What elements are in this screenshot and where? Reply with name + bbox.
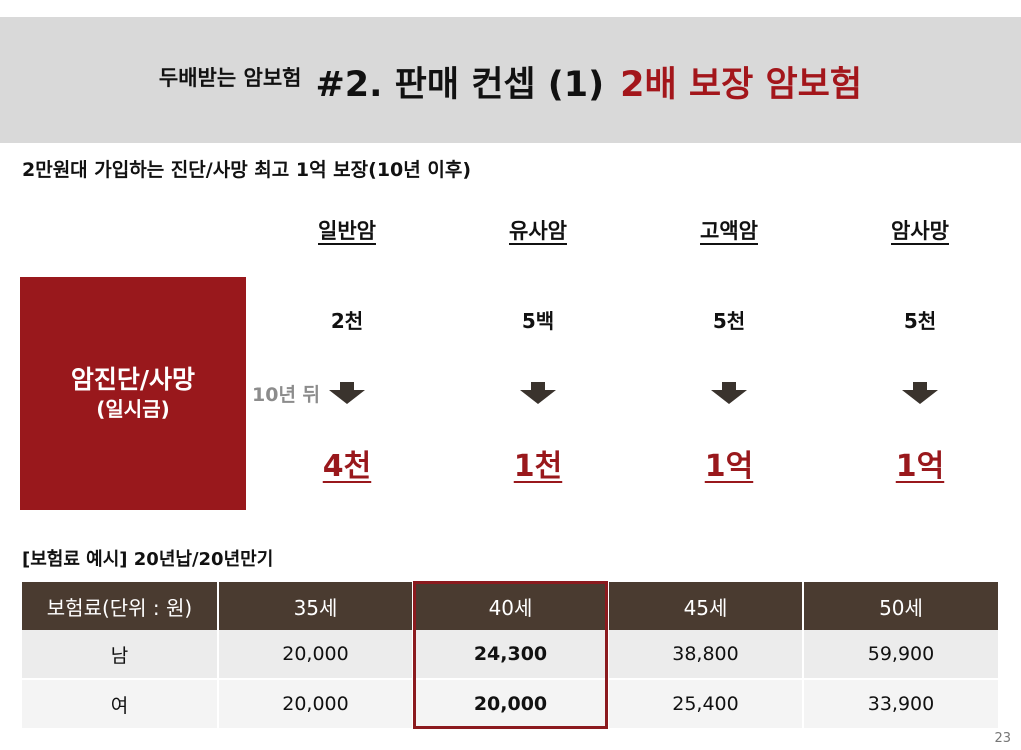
down-arrow-icon	[329, 382, 365, 404]
row-label-male: 남	[22, 630, 218, 680]
table-cell: 20,000	[217, 630, 413, 680]
header-cell-age-35: 35세	[217, 582, 413, 630]
header-cell-unit: 보험료(단위 : 원)	[22, 582, 218, 630]
header-cell-age-45: 45세	[607, 582, 803, 630]
amount-before-cancer-death: 5천	[903, 309, 937, 333]
subtitle: 2만원대 가입하는 진단/사망 최고 1억 보장(10년 이후)	[22, 159, 471, 181]
table-row-female: 여 20,000 20,000 25,400 33,900	[22, 679, 998, 728]
header-cell-age-40: 40세	[412, 582, 608, 630]
header-cell-age-50: 50세	[802, 582, 998, 630]
table-cell: 59,900	[802, 630, 998, 680]
amount-before-general-cancer: 2천	[330, 309, 364, 333]
amount-after-general-cancer: 4천	[322, 449, 372, 484]
column-header-high-cost-cancer: 고액암	[700, 219, 758, 243]
table-row-male: 남 20,000 24,300 38,800 59,900	[22, 630, 998, 680]
concept-title: 2배 보장 암보험	[620, 64, 863, 105]
table-cell-highlighted: 24,300	[412, 630, 608, 680]
premium-table: 보험료(단위 : 원) 35세 40세 45세 50세 남 20,000 24,…	[22, 582, 998, 728]
section-title: #2. 판매 컨셉 (1)	[315, 64, 605, 105]
row-label-female: 여	[22, 679, 218, 728]
table-cell: 20,000	[217, 679, 413, 728]
table-header-row: 보험료(단위 : 원) 35세 40세 45세 50세	[22, 582, 998, 630]
down-arrow-icon	[902, 382, 938, 404]
title-band: 두배받는 암보험 #2. 판매 컨셉 (1) 2배 보장 암보험	[0, 17, 1021, 143]
amount-before-high-cost-cancer: 5천	[712, 309, 746, 333]
premium-table-title: [보험료 예시] 20년납/20년만기	[22, 549, 274, 570]
amount-after-high-cost-cancer: 1억	[704, 449, 754, 484]
column-header-minor-cancer: 유사암	[509, 219, 567, 243]
down-arrow-icon	[520, 382, 556, 404]
title-row: 두배받는 암보험 #2. 판매 컨셉 (1) 2배 보장 암보험	[0, 17, 1021, 143]
amount-before-minor-cancer: 5백	[521, 309, 555, 333]
down-arrow-icon	[711, 382, 747, 404]
amount-after-cancer-death: 1억	[895, 449, 945, 484]
table-cell: 25,400	[607, 679, 803, 728]
table-cell-highlighted: 20,000	[412, 679, 608, 728]
table-cell: 33,900	[802, 679, 998, 728]
product-name: 두배받는 암보험	[158, 66, 302, 90]
coverage-label-sub: (일시금)	[96, 396, 170, 421]
after-ten-years-label: 10년 뒤	[252, 384, 321, 406]
column-header-cancer-death: 암사망	[891, 219, 949, 243]
amount-after-minor-cancer: 1천	[513, 449, 563, 484]
table-cell: 38,800	[607, 630, 803, 680]
page-number: 23	[994, 731, 1011, 746]
column-header-general-cancer: 일반암	[318, 219, 376, 243]
coverage-label-main: 암진단/사망	[70, 364, 196, 394]
coverage-label-box: 암진단/사망 (일시금)	[20, 277, 246, 510]
